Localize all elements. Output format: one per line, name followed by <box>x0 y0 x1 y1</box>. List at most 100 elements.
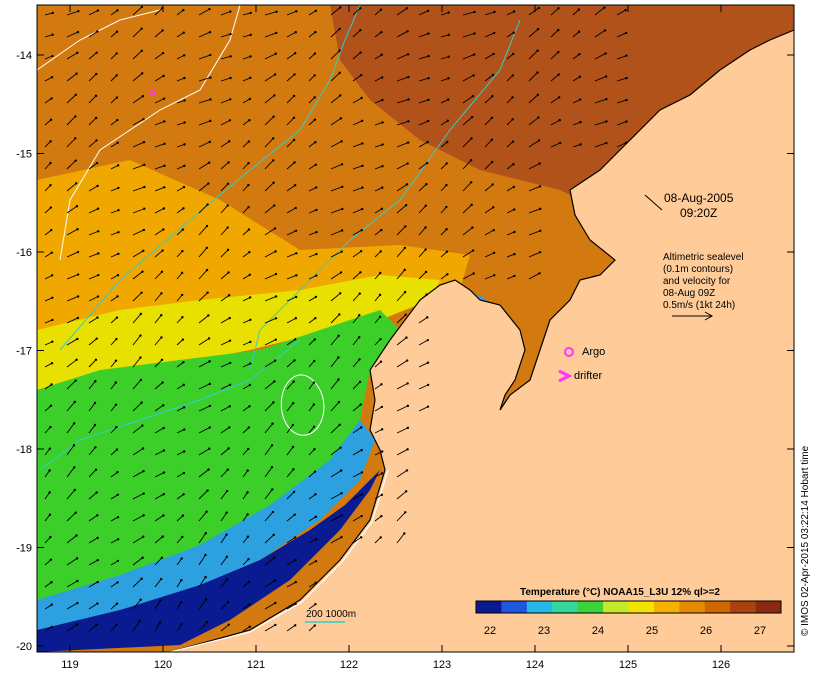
velocity-arrow <box>374 187 383 192</box>
velocity-arrow <box>484 117 493 126</box>
velocity-arrow <box>66 73 77 82</box>
velocity-arrow <box>308 187 317 192</box>
velocity-arrow-head <box>117 252 120 256</box>
velocity-arrow <box>176 122 185 126</box>
velocity-arrow-head <box>76 273 80 276</box>
velocity-arrow-head <box>229 32 232 36</box>
velocity-arrow <box>462 54 475 60</box>
velocity-arrow <box>198 383 211 390</box>
colorbar-tick-label: 26 <box>700 625 712 637</box>
velocity-arrow <box>352 52 361 60</box>
scale-arrow-head <box>704 311 714 321</box>
velocity-arrow <box>176 515 184 522</box>
velocity-arrow-head <box>426 316 429 319</box>
velocity-arrow-head <box>205 620 209 624</box>
velocity-arrow <box>308 164 317 170</box>
velocity-arrow <box>308 209 317 214</box>
velocity-arrow <box>44 184 51 192</box>
velocity-arrow-head <box>182 31 185 34</box>
velocity-arrow-head <box>209 53 212 57</box>
velocity-arrow <box>242 12 251 16</box>
velocity-arrow <box>308 53 316 60</box>
velocity-arrow <box>418 317 428 324</box>
velocity-arrow <box>418 339 428 346</box>
velocity-arrow <box>132 50 143 60</box>
velocity-arrow <box>242 384 251 390</box>
velocity-arrow-head <box>313 447 316 451</box>
x-tick-label: 121 <box>247 659 265 671</box>
velocity-arrow-head <box>380 514 383 518</box>
velocity-arrow <box>264 273 277 280</box>
velocity-arrow <box>374 77 383 82</box>
velocity-arrow-head <box>314 30 317 34</box>
velocity-arrow <box>44 207 52 214</box>
velocity-arrow <box>352 7 361 16</box>
velocity-arrow <box>176 580 182 588</box>
velocity-arrow <box>44 405 52 412</box>
velocity-arrow <box>220 317 230 324</box>
velocity-arrow-head <box>246 513 249 516</box>
velocity-arrow <box>264 511 274 522</box>
velocity-arrow <box>66 10 79 16</box>
velocity-arrow-head <box>360 471 364 474</box>
velocity-arrow-head <box>76 250 80 254</box>
velocity-arrow-head <box>339 292 342 295</box>
velocity-arrow <box>396 448 408 456</box>
velocity-arrow <box>44 536 51 544</box>
velocity-arrow-head <box>74 115 77 118</box>
velocity-arrow-head <box>181 249 184 253</box>
velocity-arrow <box>506 209 515 214</box>
velocity-arrow <box>110 516 119 522</box>
velocity-arrow <box>242 427 250 434</box>
velocity-arrow <box>506 119 513 126</box>
velocity-arrow-head <box>446 273 449 276</box>
velocity-arrow <box>88 52 98 60</box>
velocity-arrow-head <box>406 404 410 408</box>
velocity-arrow-head <box>182 361 185 364</box>
velocity-arrow-head <box>229 10 232 13</box>
velocity-arrow-head <box>313 74 316 77</box>
velocity-arrow <box>110 296 118 302</box>
velocity-arrow-head <box>182 207 185 210</box>
velocity-arrow <box>396 142 409 148</box>
velocity-arrow-head <box>51 296 54 300</box>
velocity-arrow-head <box>338 423 341 426</box>
velocity-arrow <box>88 581 98 588</box>
velocity-arrow <box>308 582 317 588</box>
velocity-arrow-head <box>625 76 628 80</box>
velocity-arrow-head <box>96 207 100 210</box>
velocity-arrow <box>44 384 52 390</box>
velocity-arrow <box>308 625 316 632</box>
velocity-arrow <box>198 427 210 434</box>
velocity-arrow-head <box>94 116 98 120</box>
velocity-arrow <box>286 230 297 236</box>
velocity-arrow <box>88 402 96 412</box>
velocity-arrow <box>88 469 97 478</box>
velocity-arrow <box>44 470 50 478</box>
velocity-arrow <box>330 186 343 192</box>
velocity-arrow-head <box>247 426 251 429</box>
velocity-arrow-head <box>273 579 277 582</box>
velocity-arrow <box>286 338 296 346</box>
velocity-arrow-head <box>226 600 230 604</box>
velocity-arrow <box>396 163 408 170</box>
velocity-arrow-head <box>313 359 316 363</box>
velocity-arrow <box>176 361 184 368</box>
velocity-arrow <box>66 467 75 478</box>
velocity-arrow-head <box>424 270 428 274</box>
velocity-arrow-head <box>116 273 120 277</box>
velocity-arrow <box>484 274 495 280</box>
velocity-arrow-head <box>271 422 274 425</box>
velocity-arrow-head <box>96 558 99 562</box>
velocity-arrow <box>374 144 383 148</box>
velocity-arrow-head <box>579 120 582 124</box>
velocity-arrow <box>242 184 249 192</box>
velocity-arrow <box>374 451 383 456</box>
velocity-arrow <box>66 228 78 236</box>
velocity-arrow-head <box>292 94 296 98</box>
colorbar-swatch <box>730 601 757 613</box>
velocity-arrow <box>308 516 317 522</box>
velocity-arrow-head <box>229 98 232 101</box>
velocity-arrow <box>330 230 343 236</box>
velocity-arrow <box>616 142 627 148</box>
